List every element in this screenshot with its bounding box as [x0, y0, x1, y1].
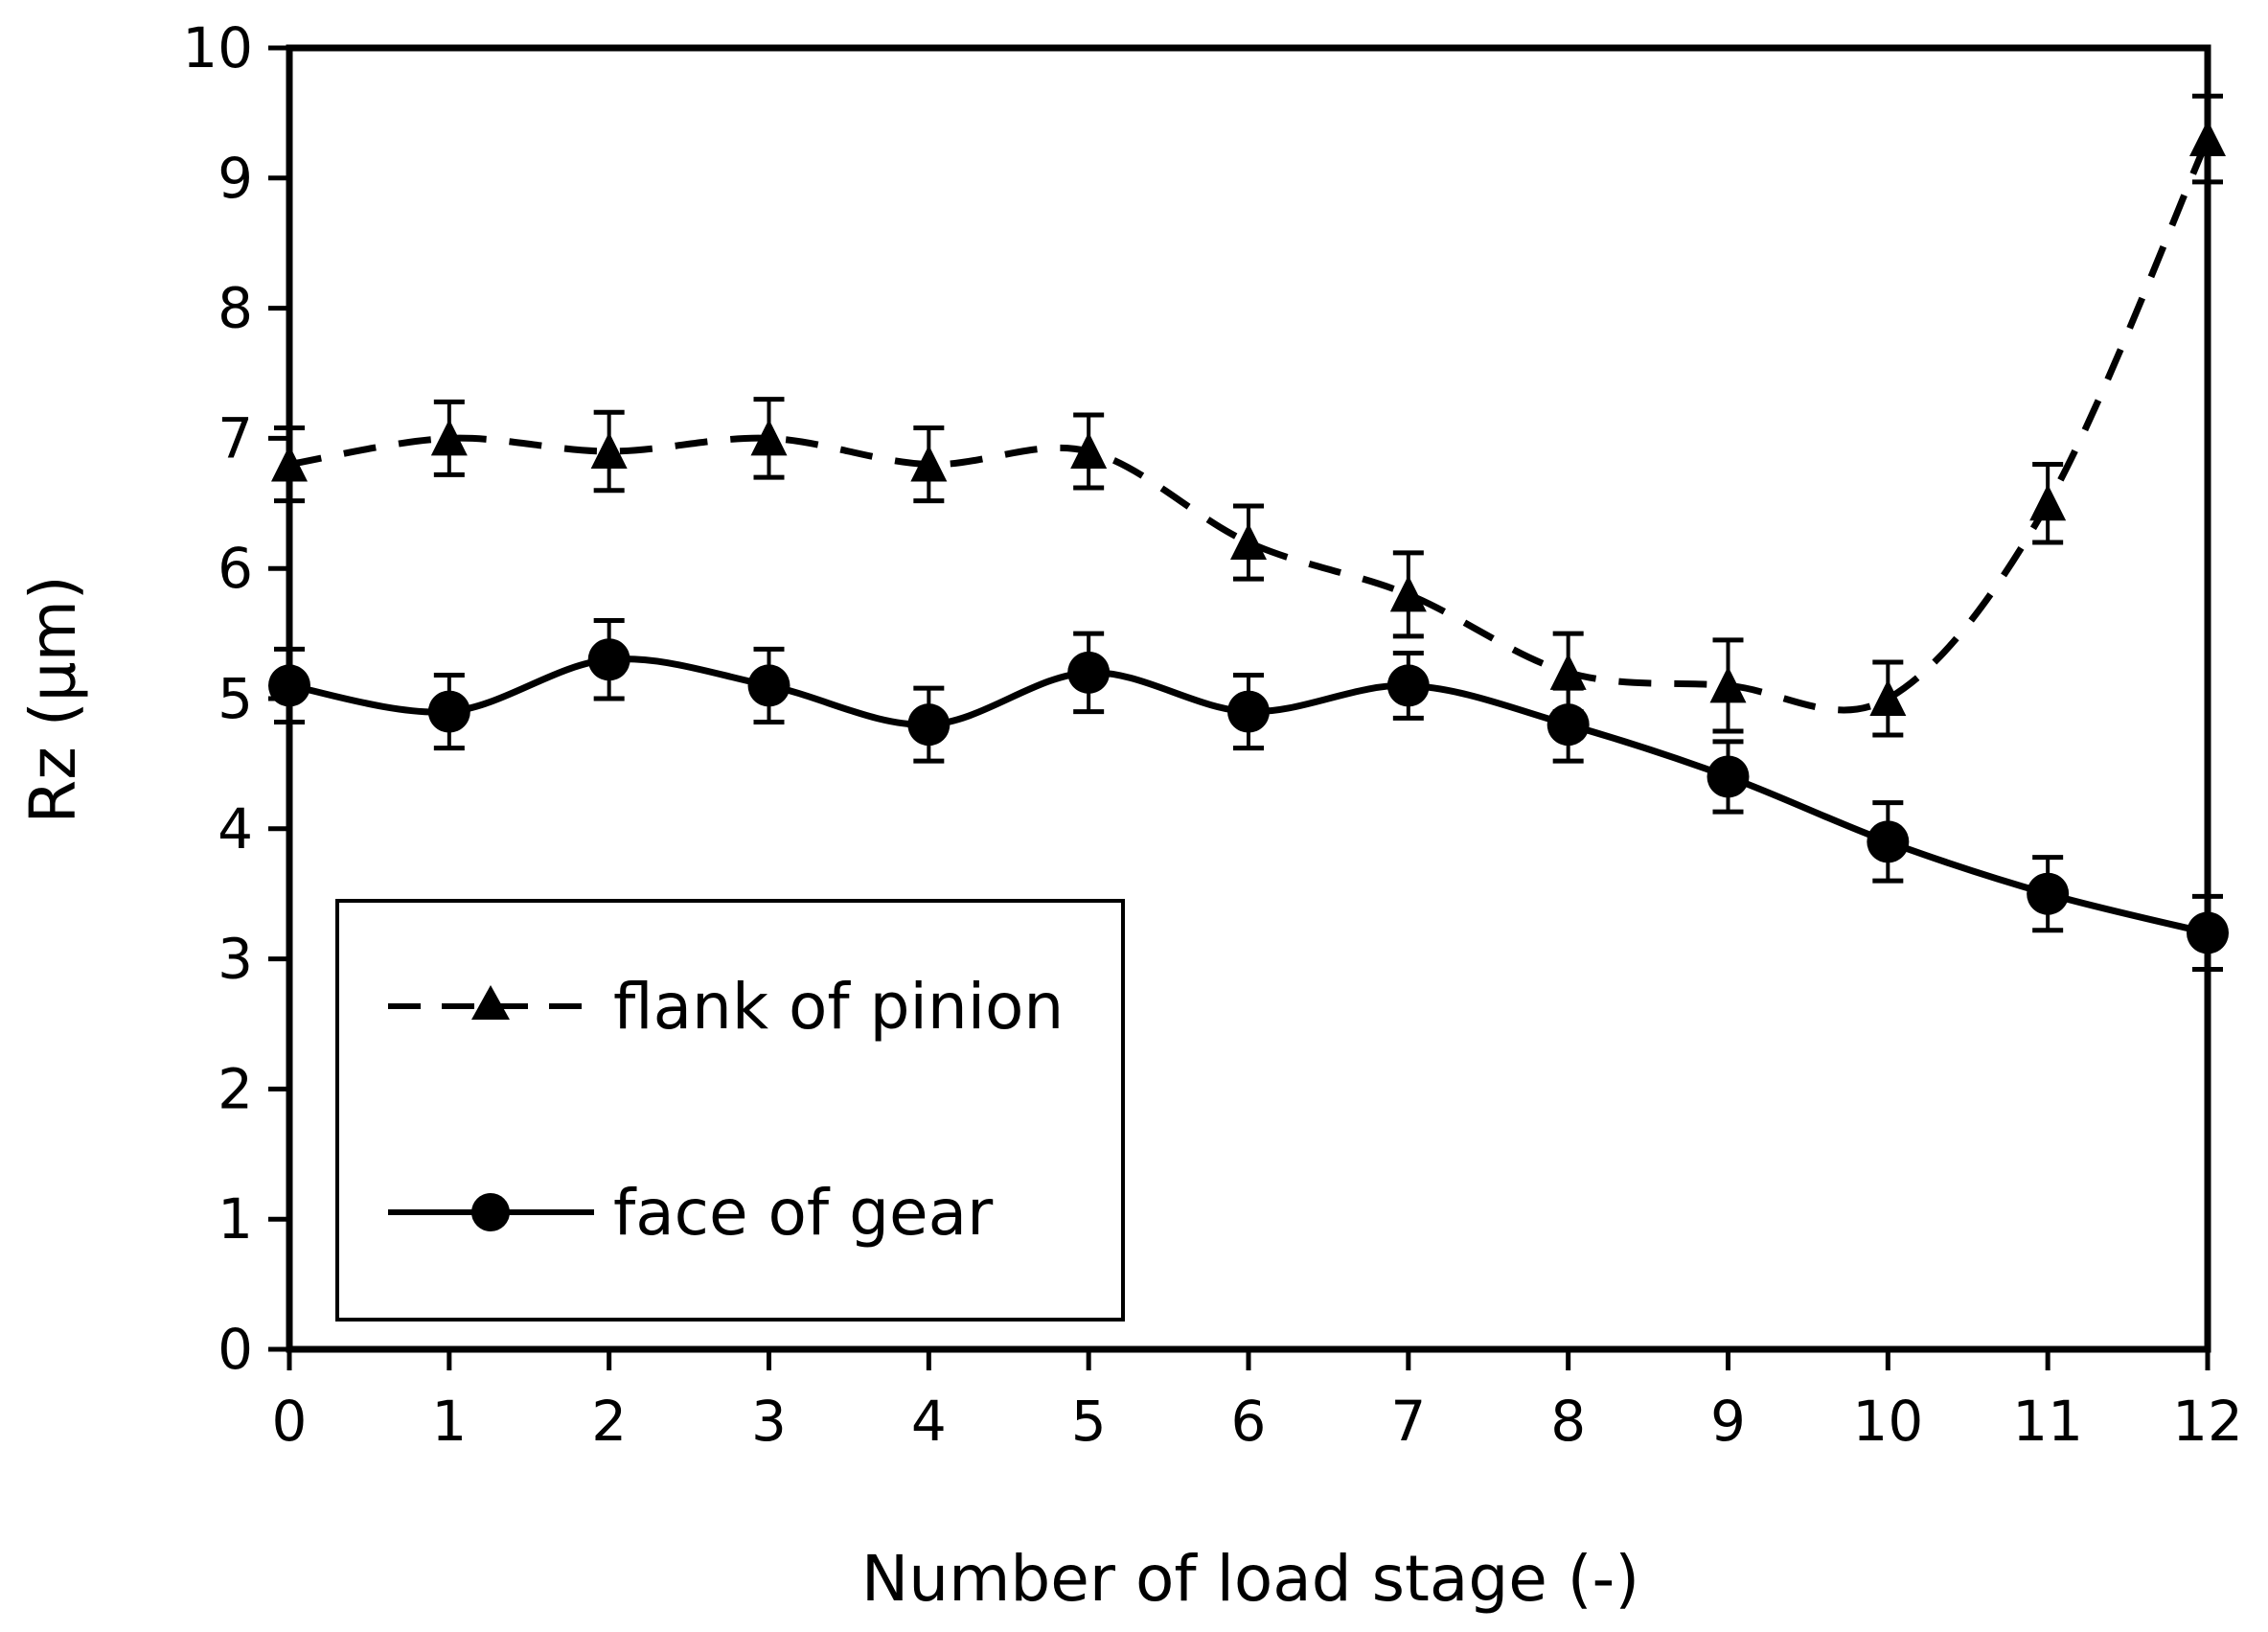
data-point — [590, 431, 628, 469]
y-tick-label: 2 — [218, 1056, 253, 1121]
y-tick-label: 9 — [218, 146, 253, 211]
data-point — [1869, 679, 1907, 716]
data-point — [1227, 690, 1270, 733]
y-tick-label: 7 — [218, 405, 253, 471]
data-point — [747, 664, 790, 707]
series-flank-of-pinion — [271, 93, 2226, 738]
data-point — [268, 664, 310, 707]
data-point — [1067, 651, 1111, 694]
x-tick-label: 10 — [1852, 1389, 1923, 1454]
data-point — [2187, 911, 2229, 954]
x-tick-label: 5 — [1071, 1389, 1107, 1454]
data-point — [2029, 484, 2067, 521]
data-point — [1867, 820, 1910, 863]
data-point — [2189, 120, 2226, 157]
x-tick-label: 3 — [751, 1389, 787, 1454]
y-tick-label: 6 — [218, 536, 253, 601]
data-point — [1546, 703, 1590, 747]
x-tick-label: 12 — [2172, 1389, 2243, 1454]
legend-label-gear: face of gear — [613, 1176, 994, 1250]
y-tick-label: 3 — [218, 927, 253, 992]
series-line — [288, 137, 2211, 714]
data-point — [427, 690, 470, 733]
legend-box — [335, 899, 1125, 1322]
x-tick-label: 1 — [431, 1389, 467, 1454]
y-tick-label: 0 — [218, 1317, 253, 1382]
data-point — [430, 419, 468, 456]
legend-marker-circle — [471, 1193, 510, 1231]
data-point — [1707, 755, 1750, 798]
legend-label-pinion: flank of pinion — [613, 970, 1064, 1044]
data-point — [1709, 666, 1747, 703]
data-point — [910, 445, 948, 482]
series-face-of-gear — [268, 618, 2229, 972]
y-axis: 0 1 2 3 4 5 6 7 8 9 10 — [182, 15, 289, 1382]
data-point — [1386, 664, 1430, 707]
data-point — [587, 638, 630, 681]
series-layer — [268, 93, 2229, 972]
data-point — [1070, 431, 1108, 469]
data-point — [1389, 575, 1427, 612]
y-tick-label: 5 — [218, 666, 253, 731]
y-tick-label: 1 — [218, 1186, 253, 1252]
x-tick-label: 8 — [1550, 1389, 1586, 1454]
x-tick-label: 4 — [911, 1389, 947, 1454]
data-point — [2027, 872, 2070, 915]
data-point — [1230, 523, 1267, 561]
legend-marker-triangle — [471, 985, 510, 1020]
x-tick-label: 0 — [272, 1389, 308, 1454]
legend: flank of pinion face of gear — [335, 899, 1125, 1322]
x-tick-label: 6 — [1231, 1389, 1267, 1454]
data-point — [1549, 653, 1587, 690]
y-axis-title: Rz (µm) — [16, 575, 90, 823]
x-tick-label: 2 — [591, 1389, 627, 1454]
y-tick-label: 8 — [218, 276, 253, 341]
x-tick-label: 9 — [1710, 1389, 1746, 1454]
y-tick-label: 10 — [182, 15, 253, 80]
x-axis: 0 1 2 3 4 5 6 7 8 9 10 11 12 — [272, 1349, 2243, 1454]
x-axis-title: Number of load stage (-) — [861, 1542, 1639, 1616]
data-point — [271, 445, 308, 482]
data-point — [907, 703, 951, 747]
x-tick-label: 11 — [2012, 1389, 2083, 1454]
data-point — [750, 419, 788, 456]
y-tick-label: 4 — [218, 796, 253, 862]
x-tick-label: 7 — [1390, 1389, 1426, 1454]
